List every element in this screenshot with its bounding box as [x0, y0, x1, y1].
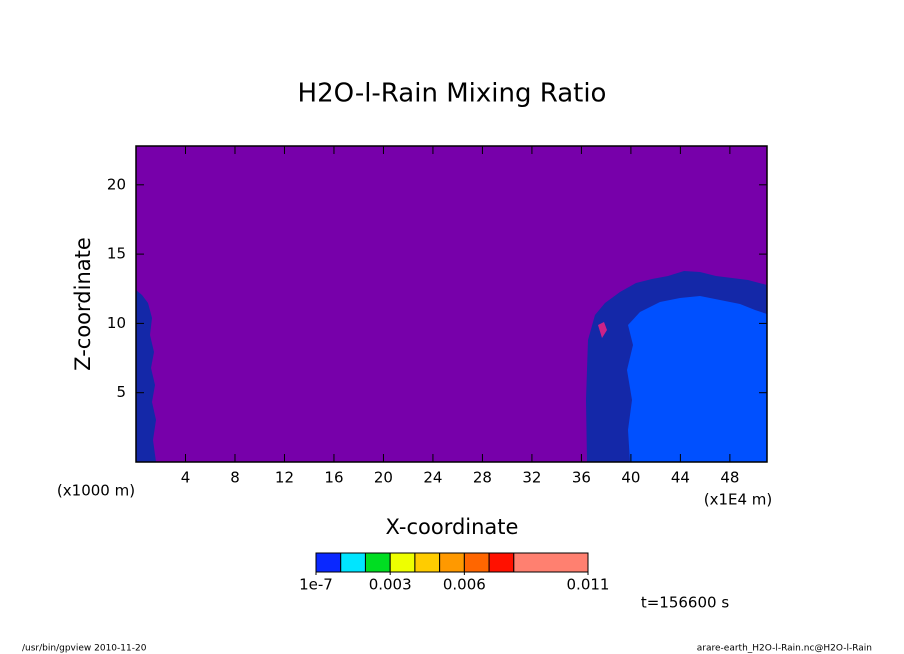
x-tick-label: 48	[720, 469, 739, 487]
y-tick-label: 10	[107, 314, 126, 332]
time-label: t=156600 s	[641, 594, 729, 612]
colorbar-tick-label: 0.006	[443, 576, 486, 594]
x-tick-label: 40	[621, 469, 640, 487]
x-tick-label: 36	[572, 469, 591, 487]
x-tick-label: 32	[522, 469, 541, 487]
colorbar-box	[389, 552, 416, 573]
chart-title: H2O-l-Rain Mixing Ratio	[298, 79, 607, 109]
colorbar-box	[488, 552, 515, 573]
x-axis-label: X-coordinate	[386, 515, 519, 539]
y-tick-label: 15	[107, 245, 126, 263]
colorbar-box	[364, 552, 391, 573]
plot-frame	[135, 145, 768, 463]
contour-region	[136, 290, 156, 462]
contour-region	[598, 322, 607, 338]
contour-region	[627, 296, 767, 462]
x-tick-label: 8	[230, 469, 240, 487]
x-tick-label: 16	[324, 469, 343, 487]
y-tick-label: 5	[116, 383, 126, 401]
x-tick-label: 20	[374, 469, 393, 487]
colorbar-box	[463, 552, 490, 573]
contour-regions	[136, 271, 767, 462]
y-unit: (x1000 m)	[57, 482, 135, 500]
x-tick-label: 44	[671, 469, 690, 487]
colorbar-box	[513, 552, 589, 573]
x-unit: (x1E4 m)	[704, 491, 773, 509]
y-tick-label: 20	[107, 175, 126, 193]
colorbar-tick-label: 1e-7	[299, 576, 333, 594]
y-axis-label: Z-coordinate	[71, 237, 95, 371]
colorbar-tick-label: 0.003	[369, 576, 412, 594]
x-tick-label: 28	[473, 469, 492, 487]
x-tick-label: 24	[423, 469, 442, 487]
x-tick-label: 4	[181, 469, 191, 487]
colorbar-box	[340, 552, 366, 573]
colorbar-box	[414, 552, 441, 573]
colorbar-box	[439, 552, 465, 573]
footer-right: arare-earth_H2O-l-Rain.nc@H2O-l-Rain	[697, 644, 872, 654]
footer-left: /usr/bin/gpview 2010-11-20	[22, 644, 147, 654]
colorbar-tick-label: 0.011	[567, 576, 610, 594]
x-tick-label: 12	[275, 469, 294, 487]
colorbar-box	[315, 552, 342, 573]
